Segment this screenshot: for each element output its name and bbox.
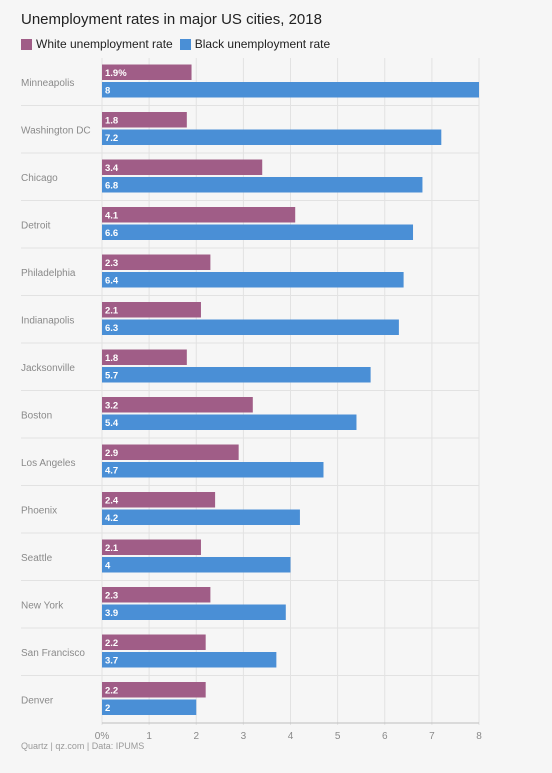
data-label-black: 8 — [105, 86, 110, 97]
category-label: Boston — [21, 410, 52, 421]
bar-white — [102, 254, 211, 270]
bar-black — [102, 367, 371, 383]
data-label-white: 2.4 — [105, 496, 119, 507]
category-label: Philadelphia — [21, 268, 76, 279]
category-label: Denver — [21, 695, 54, 706]
data-label-black: 6.8 — [105, 181, 118, 192]
bar-black — [102, 224, 414, 240]
bar-black — [102, 129, 442, 145]
data-label-black: 6.6 — [105, 228, 118, 239]
x-tick-label: 4 — [288, 731, 294, 742]
bar-black — [102, 462, 324, 478]
category-label: San Francisco — [21, 648, 85, 659]
data-label-black: 4 — [105, 561, 111, 572]
data-label-black: 6.3 — [105, 323, 118, 334]
data-label-black: 5.4 — [105, 418, 119, 429]
data-label-white: 2.1 — [105, 306, 119, 317]
chart-title: Unemployment rates in major US cities, 2… — [21, 11, 322, 28]
bar-white — [102, 587, 211, 603]
category-label: Jacksonville — [21, 363, 75, 374]
data-label-white: 1.8 — [105, 116, 118, 127]
category-label: Indianapolis — [21, 315, 74, 326]
legend-label-white: White unemployment rate — [36, 37, 173, 51]
x-tick-label: 5 — [335, 731, 341, 742]
data-label-white: 3.2 — [105, 401, 118, 412]
data-label-black: 2 — [105, 703, 110, 714]
bar-black — [102, 509, 300, 525]
data-label-white: 2.3 — [105, 258, 118, 269]
bar-white — [102, 349, 187, 365]
x-tick-label: 0% — [95, 731, 110, 742]
data-label-white: 1.9% — [105, 68, 127, 79]
category-label: New York — [21, 600, 64, 611]
data-label-black: 7.2 — [105, 133, 118, 144]
legend: White unemployment rate Black unemployme… — [21, 37, 337, 51]
category-label: Washington DC — [21, 125, 91, 136]
legend-item-black: Black unemployment rate — [179, 37, 331, 51]
data-label-white: 4.1 — [105, 211, 119, 222]
bar-white — [102, 444, 239, 460]
x-tick-label: 3 — [241, 731, 247, 742]
legend-swatch-white — [21, 38, 32, 50]
legend-swatch-black — [179, 38, 191, 50]
data-label-black: 6.4 — [105, 276, 119, 287]
data-label-black: 5.7 — [105, 371, 118, 382]
bar-white — [102, 539, 201, 555]
bar-black — [102, 652, 277, 668]
category-label: Detroit — [21, 220, 51, 231]
bar-black — [102, 414, 357, 430]
data-label-white: 2.2 — [105, 686, 118, 697]
source-note: Quartz | qz.com | Data: IPUMS — [21, 741, 145, 751]
category-label: Chicago — [21, 173, 58, 184]
category-label: Los Angeles — [21, 458, 76, 469]
legend-label-black: Black unemployment rate — [194, 37, 331, 51]
bar-white — [102, 634, 206, 650]
bar-black — [102, 272, 404, 288]
category-label: Seattle — [21, 553, 53, 564]
x-tick-label: 1 — [146, 731, 152, 742]
bar-white — [102, 397, 253, 413]
bar-white — [102, 64, 192, 80]
bar-white — [102, 302, 201, 318]
x-tick-label: 2 — [193, 731, 199, 742]
bar-black — [102, 557, 291, 573]
x-tick-label: 8 — [476, 731, 482, 742]
bar-black — [102, 604, 286, 620]
data-label-white: 2.3 — [105, 591, 118, 602]
data-label-black: 4.2 — [105, 513, 118, 524]
data-label-white: 1.8 — [105, 353, 118, 364]
bar-white — [102, 492, 216, 508]
x-tick-label: 7 — [429, 731, 435, 742]
data-label-white: 2.9 — [105, 448, 118, 459]
bar-white — [102, 159, 263, 175]
bar-black — [102, 82, 479, 98]
bar-black — [102, 699, 197, 715]
data-label-black: 3.7 — [105, 656, 118, 667]
category-label: Minneapolis — [21, 78, 74, 89]
legend-item-white: White unemployment rate — [21, 37, 173, 51]
data-label-white: 2.2 — [105, 638, 118, 649]
data-label-white: 2.1 — [105, 543, 119, 554]
data-label-white: 3.4 — [105, 163, 119, 174]
data-label-black: 3.9 — [105, 608, 118, 619]
bar-white — [102, 207, 296, 223]
bar-white — [102, 112, 187, 128]
bar-black — [102, 319, 399, 335]
x-tick-label: 6 — [382, 731, 388, 742]
bar-black — [102, 177, 423, 193]
data-label-black: 4.7 — [105, 466, 118, 477]
category-label: Phoenix — [21, 505, 57, 516]
bar-white — [102, 682, 206, 698]
